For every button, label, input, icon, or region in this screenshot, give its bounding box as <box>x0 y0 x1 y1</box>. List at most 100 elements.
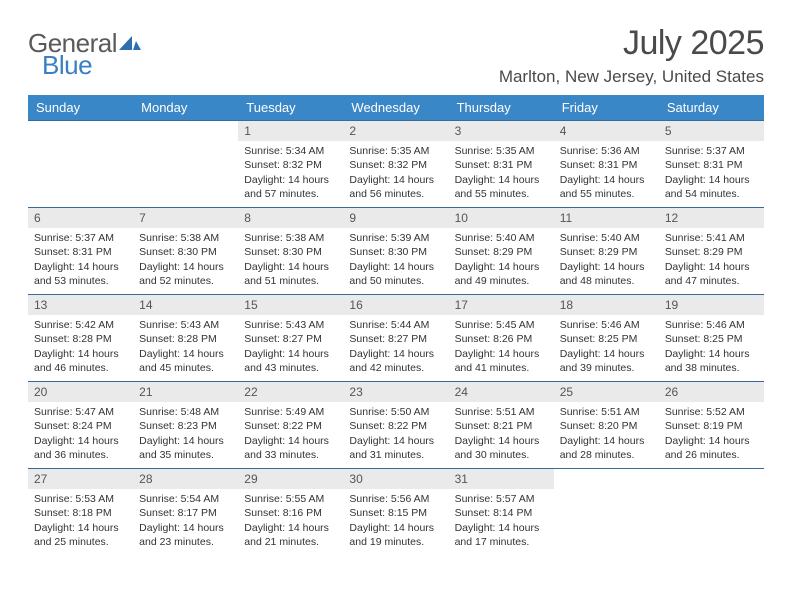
day-details: Sunrise: 5:39 AMSunset: 8:30 PMDaylight:… <box>347 231 444 288</box>
day-number: 15 <box>238 295 343 315</box>
weekday-header: Saturday <box>659 95 764 120</box>
day-cell: 6 Sunrise: 5:37 AMSunset: 8:31 PMDaylight… <box>28 208 133 294</box>
day-cell: 26Sunrise: 5:52 AMSunset: 8:19 PMDayligh… <box>659 382 764 468</box>
day-cell: 2Sunrise: 5:35 AMSunset: 8:32 PMDaylight… <box>343 121 448 207</box>
day-cell: 16 Sunrise: 5:44 AMSunset: 8:27 PMDayligh… <box>343 295 448 381</box>
day-cell: 19Sunrise: 5:46 AMSunset: 8:25 PMDayligh… <box>659 295 764 381</box>
day-details: Sunrise: 5:40 AMSunset: 8:29 PMDaylight:… <box>453 231 550 288</box>
day-number: 4 <box>554 121 659 141</box>
day-cell: 1 Sunrise: 5:34 AMSunset: 8:32 PMDaylight… <box>238 121 343 207</box>
day-cell: 11 Sunrise: 5:40 AMSunset: 8:29 PMDayligh… <box>554 208 659 294</box>
day-number: 6 <box>28 208 133 228</box>
day-cell-empty <box>659 469 764 555</box>
day-cell: 13 Sunrise: 5:42 AMSunset: 8:28 PMDayligh… <box>28 295 133 381</box>
day-number: 31 <box>449 469 554 489</box>
day-number: 2 <box>343 121 448 141</box>
day-details: Sunrise: 5:54 AMSunset: 8:17 PMDaylight:… <box>137 492 234 549</box>
day-number: 28 <box>133 469 238 489</box>
day-number: 13 <box>28 295 133 315</box>
week-row: 20 Sunrise: 5:47 AMSunset: 8:24 PMDayligh… <box>28 381 764 468</box>
location-text: Marlton, New Jersey, United States <box>499 67 764 87</box>
day-cell: 29 Sunrise: 5:55 AMSunset: 8:16 PMDayligh… <box>238 469 343 555</box>
calendar-page: General Blue July 2025 Marlton, New Jers… <box>0 0 792 575</box>
day-cell-empty <box>133 121 238 207</box>
day-number: 29 <box>238 469 343 489</box>
day-number: 24 <box>449 382 554 402</box>
day-details: Sunrise: 5:35 AMSunset: 8:31 PMDaylight:… <box>453 144 550 201</box>
weekday-header: Thursday <box>449 95 554 120</box>
day-cell: 3 Sunrise: 5:35 AMSunset: 8:31 PMDaylight… <box>449 121 554 207</box>
day-details: Sunrise: 5:44 AMSunset: 8:27 PMDaylight:… <box>347 318 444 375</box>
day-number: 14 <box>133 295 238 315</box>
day-details: Sunrise: 5:55 AMSunset: 8:16 PMDaylight:… <box>242 492 339 549</box>
logo-text-blue: Blue <box>42 50 92 81</box>
day-details: Sunrise: 5:38 AMSunset: 8:30 PMDaylight:… <box>242 231 339 288</box>
day-number: 5 <box>659 121 764 141</box>
day-cell: 24 Sunrise: 5:51 AMSunset: 8:21 PMDayligh… <box>449 382 554 468</box>
month-title: July 2025 <box>499 24 764 63</box>
day-cell: 7Sunrise: 5:38 AMSunset: 8:30 PMDaylight… <box>133 208 238 294</box>
day-number: 17 <box>449 295 554 315</box>
day-details: Sunrise: 5:43 AMSunset: 8:27 PMDaylight:… <box>242 318 339 375</box>
day-cell: 25Sunrise: 5:51 AMSunset: 8:20 PMDayligh… <box>554 382 659 468</box>
weekday-header: Tuesday <box>238 95 343 120</box>
day-cell: 8 Sunrise: 5:38 AMSunset: 8:30 PMDaylight… <box>238 208 343 294</box>
week-row: 1 Sunrise: 5:34 AMSunset: 8:32 PMDaylight… <box>28 120 764 207</box>
weekday-header: Wednesday <box>343 95 448 120</box>
day-details: Sunrise: 5:40 AMSunset: 8:29 PMDaylight:… <box>558 231 655 288</box>
day-number: 10 <box>449 208 554 228</box>
day-number: 23 <box>343 382 448 402</box>
day-number: 12 <box>659 208 764 228</box>
day-details: Sunrise: 5:57 AMSunset: 8:14 PMDaylight:… <box>453 492 550 549</box>
day-details: Sunrise: 5:46 AMSunset: 8:25 PMDaylight:… <box>558 318 655 375</box>
day-cell-empty <box>554 469 659 555</box>
weekday-header-row: SundayMondayTuesdayWednesdayThursdayFrid… <box>28 95 764 120</box>
weekday-header: Sunday <box>28 95 133 120</box>
day-cell: 31 Sunrise: 5:57 AMSunset: 8:14 PMDayligh… <box>449 469 554 555</box>
day-cell: 18Sunrise: 5:46 AMSunset: 8:25 PMDayligh… <box>554 295 659 381</box>
day-details: Sunrise: 5:51 AMSunset: 8:21 PMDaylight:… <box>453 405 550 462</box>
day-number: 8 <box>238 208 343 228</box>
day-details: Sunrise: 5:42 AMSunset: 8:28 PMDaylight:… <box>32 318 129 375</box>
day-number: 16 <box>343 295 448 315</box>
day-number: 26 <box>659 382 764 402</box>
day-details: Sunrise: 5:41 AMSunset: 8:29 PMDaylight:… <box>663 231 760 288</box>
day-number: 30 <box>343 469 448 489</box>
day-details: Sunrise: 5:50 AMSunset: 8:22 PMDaylight:… <box>347 405 444 462</box>
day-cell: 5 Sunrise: 5:37 AMSunset: 8:31 PMDaylight… <box>659 121 764 207</box>
day-details: Sunrise: 5:48 AMSunset: 8:23 PMDaylight:… <box>137 405 234 462</box>
day-cell: 12 Sunrise: 5:41 AMSunset: 8:29 PMDayligh… <box>659 208 764 294</box>
day-details: Sunrise: 5:49 AMSunset: 8:22 PMDaylight:… <box>242 405 339 462</box>
day-number: 22 <box>238 382 343 402</box>
day-number: 1 <box>238 121 343 141</box>
day-details: Sunrise: 5:46 AMSunset: 8:25 PMDaylight:… <box>663 318 760 375</box>
day-details: Sunrise: 5:37 AMSunset: 8:31 PMDaylight:… <box>663 144 760 201</box>
day-number: 9 <box>343 208 448 228</box>
day-details: Sunrise: 5:53 AMSunset: 8:18 PMDaylight:… <box>32 492 129 549</box>
day-number: 11 <box>554 208 659 228</box>
title-block: July 2025 Marlton, New Jersey, United St… <box>499 24 764 87</box>
day-details: Sunrise: 5:34 AMSunset: 8:32 PMDaylight:… <box>242 144 339 201</box>
week-row: 6 Sunrise: 5:37 AMSunset: 8:31 PMDaylight… <box>28 207 764 294</box>
day-details: Sunrise: 5:47 AMSunset: 8:24 PMDaylight:… <box>32 405 129 462</box>
day-details: Sunrise: 5:38 AMSunset: 8:30 PMDaylight:… <box>137 231 234 288</box>
day-number: 21 <box>133 382 238 402</box>
day-number: 3 <box>449 121 554 141</box>
logo-sail-icon <box>119 30 141 56</box>
day-cell: 15 Sunrise: 5:43 AMSunset: 8:27 PMDayligh… <box>238 295 343 381</box>
day-cell-empty <box>28 121 133 207</box>
calendar-grid: SundayMondayTuesdayWednesdayThursdayFrid… <box>28 95 764 555</box>
day-details: Sunrise: 5:45 AMSunset: 8:26 PMDaylight:… <box>453 318 550 375</box>
day-cell: 30Sunrise: 5:56 AMSunset: 8:15 PMDayligh… <box>343 469 448 555</box>
day-details: Sunrise: 5:36 AMSunset: 8:31 PMDaylight:… <box>558 144 655 201</box>
day-details: Sunrise: 5:37 AMSunset: 8:31 PMDaylight:… <box>32 231 129 288</box>
day-cell: 17 Sunrise: 5:45 AMSunset: 8:26 PMDayligh… <box>449 295 554 381</box>
day-number: 27 <box>28 469 133 489</box>
day-details: Sunrise: 5:51 AMSunset: 8:20 PMDaylight:… <box>558 405 655 462</box>
logo: General Blue <box>28 30 141 81</box>
day-number: 20 <box>28 382 133 402</box>
day-details: Sunrise: 5:43 AMSunset: 8:28 PMDaylight:… <box>137 318 234 375</box>
day-cell: 21 Sunrise: 5:48 AMSunset: 8:23 PMDayligh… <box>133 382 238 468</box>
day-cell: 27 Sunrise: 5:53 AMSunset: 8:18 PMDayligh… <box>28 469 133 555</box>
header: General Blue July 2025 Marlton, New Jers… <box>28 24 764 87</box>
